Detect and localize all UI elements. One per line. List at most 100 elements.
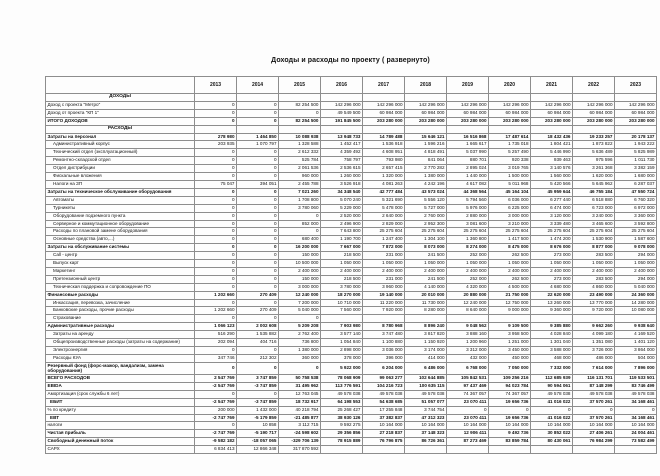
value-cell: 3 120 000 <box>530 211 573 221</box>
row-label-cell: Доход от проекта "КП 1" <box>45 108 195 118</box>
value-cell: 17 255 848 <box>362 405 405 415</box>
value-cell: 82 254 500 <box>278 100 321 110</box>
value-cell: 25 275 604 <box>446 227 489 237</box>
value-cell: 3 588 000 <box>530 346 573 355</box>
value-cell: 0 <box>236 203 279 213</box>
value-cell: 0 <box>194 172 237 181</box>
value-cell: 0 <box>278 211 321 221</box>
value-cell: 113 776 591 <box>320 381 363 391</box>
value-cell: 1 070 797 <box>236 140 279 150</box>
value-cell: 8 877 000 <box>572 243 615 253</box>
value-cell: 2 880 000 <box>446 211 489 221</box>
table-row: Оборудование подземного пункта 0 0 0 2 520 0… <box>45 211 657 221</box>
value-cell: 142 296 000 <box>362 100 405 110</box>
value-cell: 74 367 057 <box>488 389 531 399</box>
row-label-cell: Фискальные вложения <box>45 172 195 181</box>
value-cell: 1 202 660 <box>194 306 237 316</box>
value-cell <box>614 124 657 134</box>
table-row: Основные средства (авто,...) 0 0 680 400 1 1… <box>45 235 657 245</box>
value-cell: 0 <box>194 266 237 276</box>
value-cell: 8 780 968 <box>362 322 405 332</box>
value-cell: 49 578 038 <box>404 389 447 399</box>
value-cell: 75 047 <box>194 179 237 189</box>
value-cell: 317 870 592 <box>278 445 321 455</box>
value-cell: 3 817 820 <box>404 330 447 340</box>
value-cell: 49 578 038 <box>362 389 405 399</box>
table-row: Банковские расходы, прочие расходы 1 202 … <box>45 306 657 316</box>
value-cell: 142 296 000 <box>446 100 489 110</box>
value-cell: 0 <box>194 100 237 110</box>
value-cell <box>572 93 615 102</box>
value-cell: 41 016 022 <box>530 413 573 423</box>
value-cell: 231 000 <box>362 274 405 284</box>
row-label-cell: Резервный фонд (форс-мажор, вандализм, з… <box>45 361 195 376</box>
value-cell: 0 <box>194 187 237 197</box>
value-cell <box>404 445 447 455</box>
value-cell: 1 943 222 <box>614 140 657 150</box>
value-cell: 24 360 000 <box>614 290 657 300</box>
table-row: ИТОГО ДОХОДОВ 0 0 82 254 500 191 845 500 203 … <box>45 116 657 126</box>
row-label-cell: Отдел дистрибуции <box>45 164 195 174</box>
table-row: Фискальные вложения 0 0 960 000 1 260 000 1 3… <box>45 172 657 181</box>
value-cell: 7 872 000 <box>362 243 405 253</box>
value-cell: 0 <box>194 314 237 324</box>
row-label-cell: ЕВТ <box>45 413 195 423</box>
value-cell: -2 747 769 <box>194 429 237 439</box>
value-cell: 2 061 536 <box>278 164 321 174</box>
row-label-cell: ЕБИТ <box>45 397 195 407</box>
value-cell: 360 000 <box>278 353 321 363</box>
value-cell: 78 915 889 <box>320 437 363 447</box>
value-cell: 0 <box>236 361 279 376</box>
value-cell: 3 726 000 <box>572 346 615 355</box>
value-cell: 49 578 038 <box>572 389 615 399</box>
table-row: Выпуск карт 0 0 10 500 000 1 050 000 1 050 00… <box>45 259 657 268</box>
value-cell: 0 <box>194 361 237 376</box>
row-label-cell: Налоги на ЗП <box>45 179 195 189</box>
row-label-cell: Техническая поддержка и сопровождение ПО <box>45 282 195 292</box>
value-cell: 10 710 000 <box>320 298 363 308</box>
value-cell: 2 400 000 <box>404 266 447 276</box>
value-cell: -18 057 065 <box>236 437 279 447</box>
value-cell: 450 000 <box>488 353 531 363</box>
value-cell: 112 685 939 <box>530 374 573 383</box>
value-cell: 2 536 615 <box>320 164 363 174</box>
value-cell: 37 570 261 <box>572 413 615 423</box>
value-cell: 37 148 323 <box>404 429 447 439</box>
value-cell: 2 455 788 <box>278 179 321 189</box>
value-cell: 1 873 822 <box>572 140 615 150</box>
row-label-cell: Финансовые расходы <box>45 290 195 300</box>
value-cell: 0 <box>194 116 237 126</box>
value-cell: 0 <box>236 227 279 237</box>
value-cell: 347 746 <box>194 353 237 363</box>
value-cell: 283 500 <box>572 251 615 261</box>
value-cell: 1 440 000 <box>446 172 489 181</box>
value-cell: 8 640 000 <box>446 306 489 316</box>
value-cell: 203 280 000 <box>488 116 531 126</box>
value-cell: 1 536 918 <box>362 140 405 150</box>
value-cell: 11 730 000 <box>404 298 447 308</box>
value-cell <box>530 314 573 324</box>
value-cell: 241 500 <box>404 251 447 261</box>
value-cell: 0 <box>194 148 237 158</box>
value-cell: 30 852 022 <box>530 429 573 439</box>
value-cell: 60 984 000 <box>530 108 573 118</box>
table-row: EBIDA -2 547 769 -3 747 859 31 495 962 113 7… <box>45 381 657 391</box>
value-cell: 0 <box>236 116 279 126</box>
value-cell: 142 296 000 <box>320 100 363 110</box>
year-header-cell: 2021 <box>530 76 573 94</box>
value-cell: 0 <box>236 108 279 118</box>
value-cell: 60 984 000 <box>572 108 615 118</box>
value-cell <box>446 445 489 455</box>
row-label-cell: Амортизация (срок службы 6 лет) <box>45 389 195 399</box>
value-cell: 116 131 701 <box>572 374 615 383</box>
table-row: Ремонтно-складской отдел 0 0 525 784 758 797… <box>45 156 657 166</box>
value-cell: 7 903 980 <box>320 322 363 332</box>
value-cell: 86 726 361 <box>404 437 447 447</box>
value-cell: 80 430 061 <box>530 437 573 447</box>
value-cell: 0 <box>194 203 237 213</box>
table-row: ЕБИТ -2 547 769 -3 747 859 18 732 917 64 198… <box>45 397 657 407</box>
value-cell: 2 002 608 <box>236 322 279 332</box>
value-cell: 0 <box>194 282 237 292</box>
value-cell: 9 078 000 <box>614 243 657 253</box>
value-cell: 25 268 427 <box>320 405 363 415</box>
